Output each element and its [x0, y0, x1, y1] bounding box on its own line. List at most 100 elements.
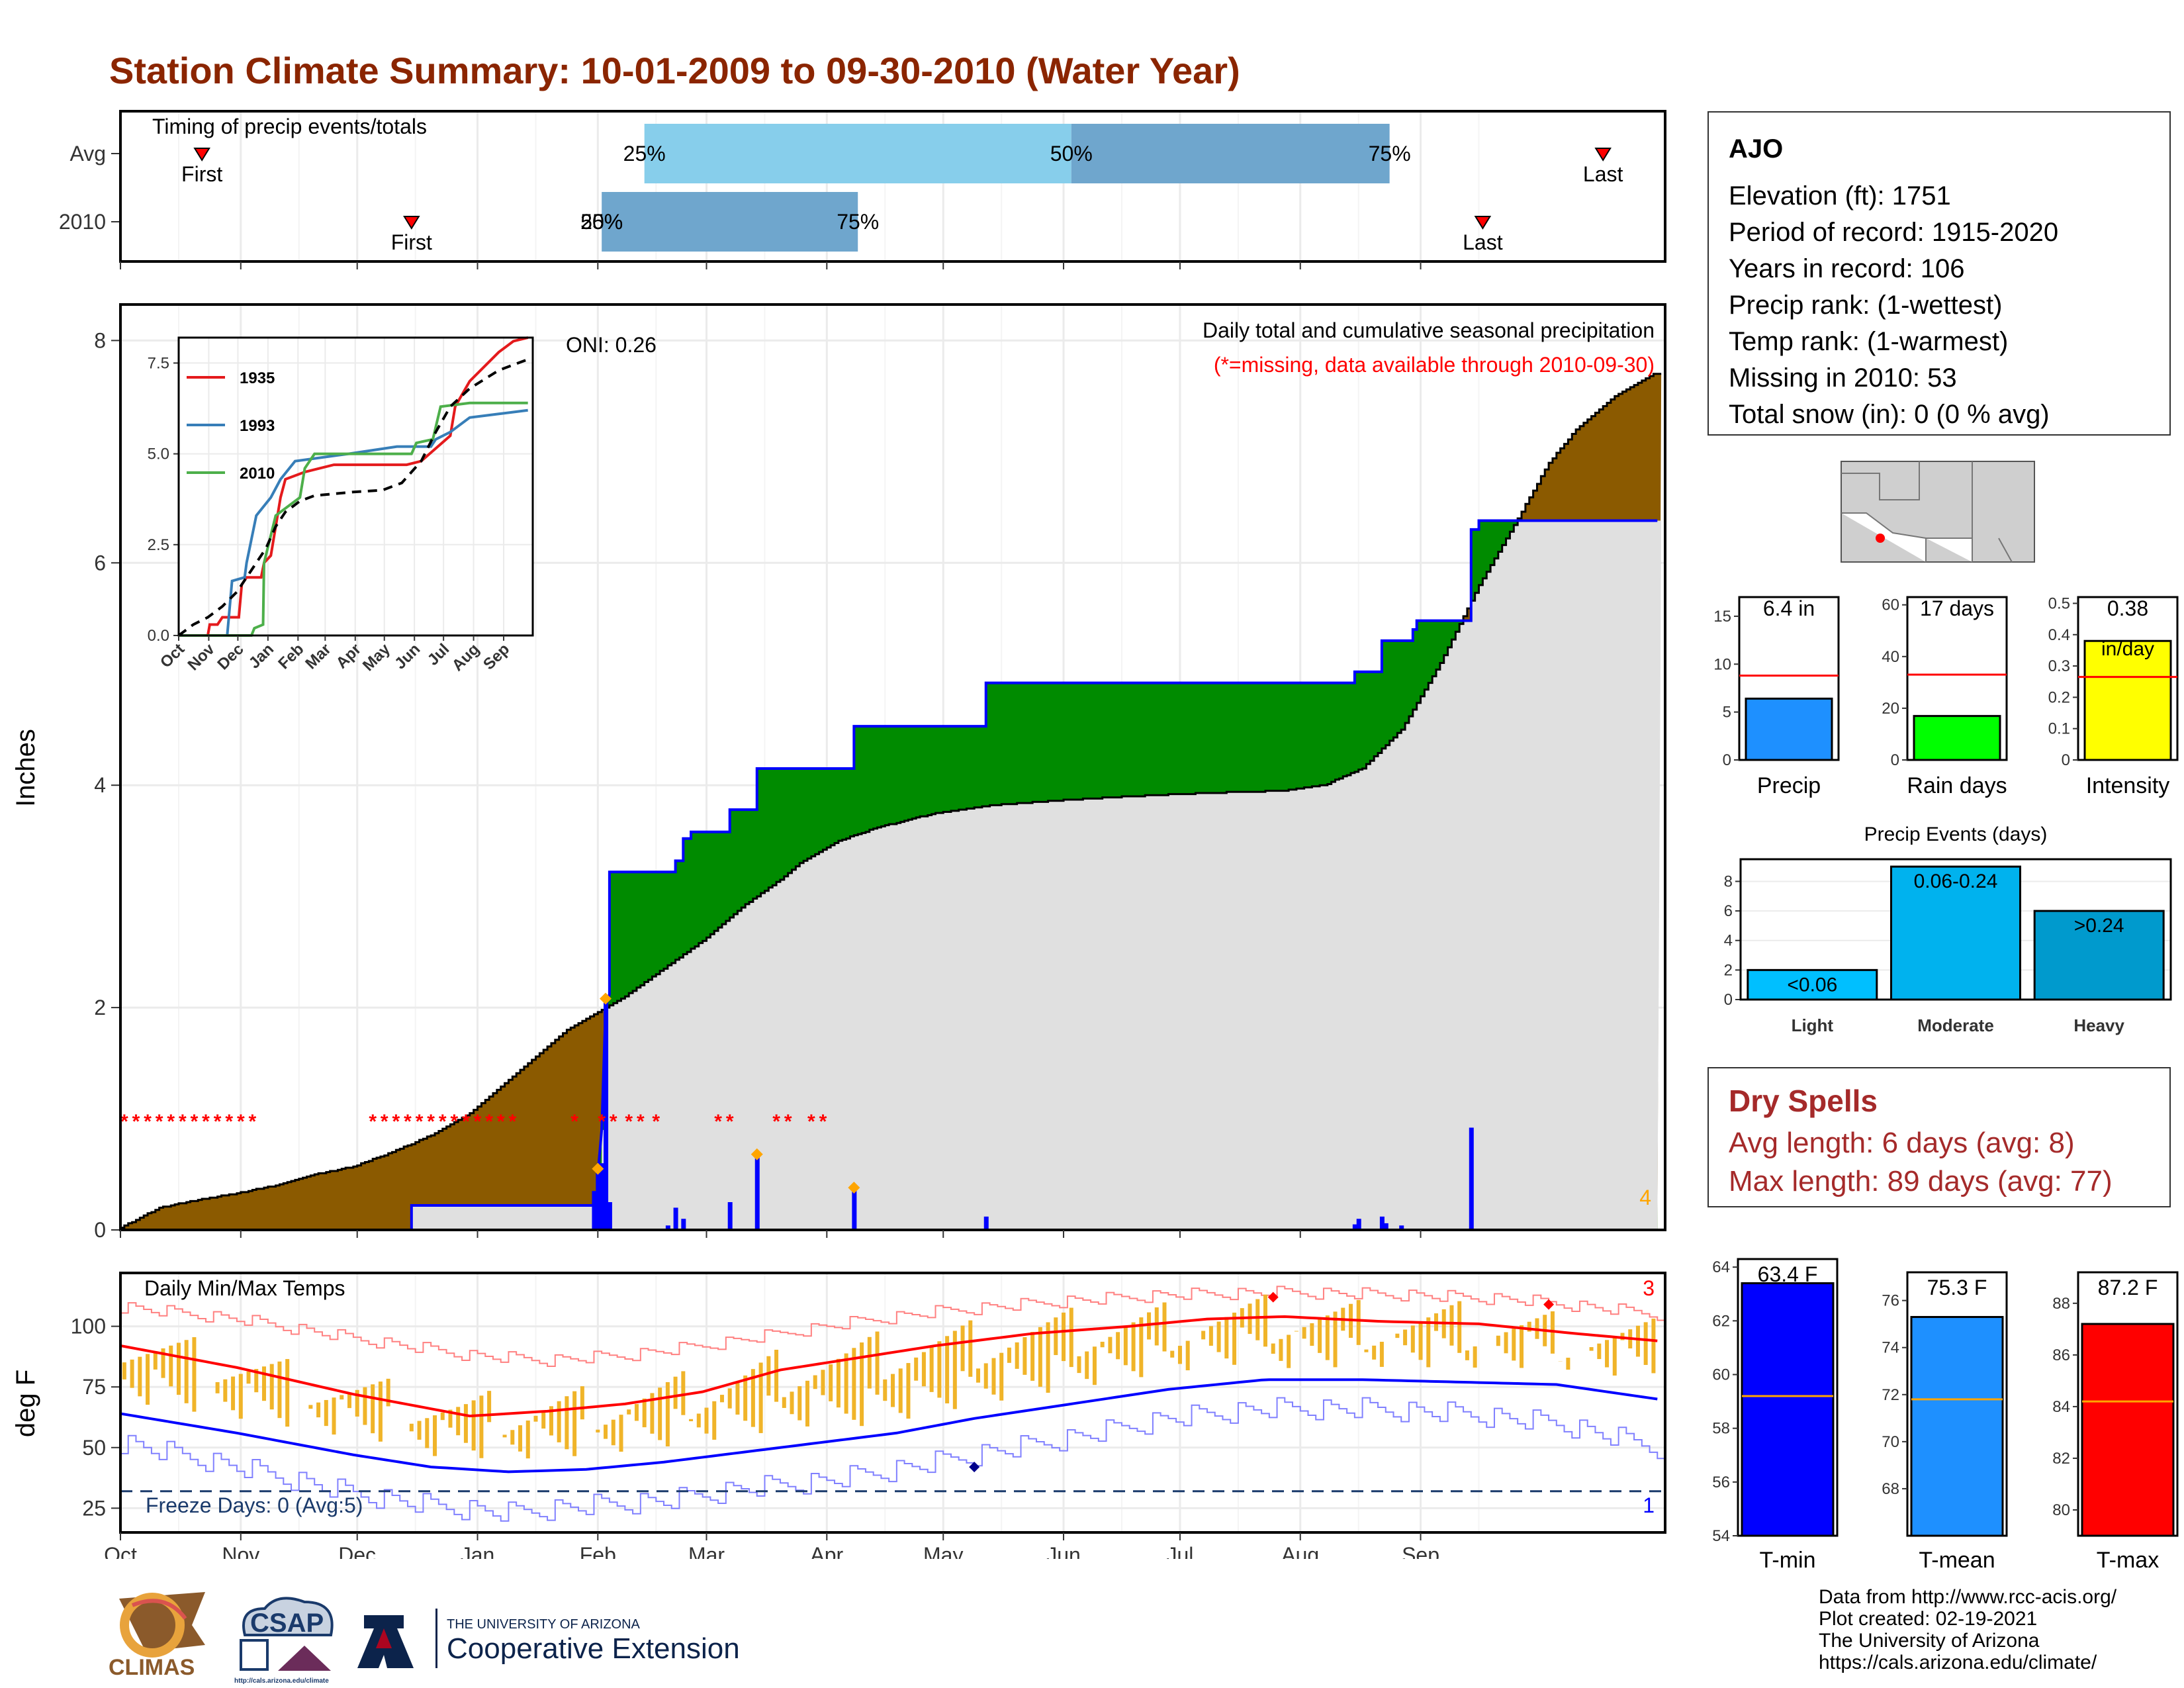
daily-temp-bar: [417, 1421, 422, 1440]
page-title: Station Climate Summary: 10-01-2009 to 0…: [109, 50, 1240, 91]
daily-precip-bar: [1379, 1216, 1385, 1230]
summary-bar: [1745, 697, 1833, 761]
missing-marker: *: [132, 1111, 140, 1133]
daily-temp-bar: [1263, 1294, 1267, 1347]
climas-logo: CLIMAS: [109, 1592, 205, 1680]
daily-temp-bar: [1015, 1342, 1019, 1369]
avg-min-line: [120, 1378, 1658, 1474]
daily-temp-bar: [463, 1404, 468, 1443]
temp-summary-y-tick-label: 84: [2052, 1398, 2070, 1416]
daily-temp-bar: [510, 1430, 515, 1445]
daily-temp-bar: [1605, 1340, 1610, 1368]
month-label: Jul: [1167, 1543, 1194, 1559]
station-line: Years in record: 106: [1729, 254, 1965, 283]
credit-source: Data from http://www.rcc-acis.org/: [1819, 1586, 2117, 1608]
missing-marker: *: [598, 1111, 606, 1133]
daily-temp-bar: [743, 1375, 748, 1421]
missing-marker: *: [249, 1111, 257, 1133]
daily-temp-bar: [1216, 1321, 1221, 1352]
temp-summary-y-tick-label: 72: [1882, 1386, 1899, 1404]
missing-marker: *: [784, 1111, 792, 1133]
timing-quartile-bar: [1071, 124, 1390, 183]
missing-marker: *: [610, 1111, 617, 1133]
timing-marker-label: First: [391, 230, 432, 254]
daily-temp-bar: [1364, 1349, 1369, 1352]
daily-precip-bar: [596, 1168, 601, 1230]
timing-q50-label: 50%: [580, 210, 623, 234]
daily-temp-bar: [751, 1369, 755, 1427]
daily-temp-bar: [619, 1415, 623, 1452]
daily-temp-bar: [1457, 1301, 1462, 1353]
events-bar-label: <0.06: [1787, 974, 1837, 996]
temp-extreme-marker: [1543, 1299, 1555, 1310]
temp-extreme-marker: [1267, 1291, 1279, 1303]
month-label: Aug: [1281, 1543, 1319, 1559]
summary-unit-label: in/day: [2101, 638, 2154, 660]
temp-summary-y-tick-label: 82: [2052, 1450, 2070, 1468]
dry-spells-box: Dry Spells Avg length: 6 days (avg: 8) M…: [1707, 1067, 2171, 1207]
daily-temp-bar: [689, 1419, 694, 1422]
credit-org: The University of Arizona: [1819, 1630, 2040, 1652]
credit-url: https://cals.arizona.edu/climate/: [1819, 1652, 2097, 1673]
daily-temp-bar: [565, 1396, 569, 1450]
daily-temp-bar: [1062, 1312, 1066, 1362]
daily-temp-bar: [1379, 1341, 1384, 1367]
daily-precip-bar: [852, 1188, 857, 1230]
missing-marker: *: [570, 1111, 578, 1133]
daily-precip-bar: [673, 1207, 678, 1230]
cooperative-extension: Cooperative Extension: [447, 1632, 740, 1665]
summary-y-tick-label: 0.2: [2048, 688, 2070, 706]
daily-precip-bar: [1399, 1225, 1404, 1230]
daily-temp-bar: [1589, 1347, 1594, 1351]
summary-value-label: 6.4 in: [1763, 596, 1815, 620]
daily-temp-bar: [1310, 1323, 1314, 1346]
daily-temp-bar: [184, 1340, 189, 1403]
summary-y-tick-label: 20: [1882, 700, 1899, 718]
missing-marker: *: [625, 1111, 633, 1133]
missing-marker: *: [485, 1111, 493, 1133]
daily-temp-bar: [525, 1420, 530, 1459]
daily-temp-bar: [580, 1386, 584, 1420]
timing-title: Timing of precip events/totals: [152, 115, 427, 138]
university-logo: THE UNIVERSITY OF ARIZONA Cooperative Ex…: [357, 1609, 740, 1668]
events-y-tick-label: 2: [1724, 961, 1733, 979]
inset-series-line: [179, 336, 529, 637]
timing-row-label: 2010: [59, 210, 106, 234]
timing-row-label: Avg: [69, 142, 106, 165]
events-y-tick-label: 4: [1724, 932, 1733, 950]
missing-marker: *: [156, 1111, 163, 1133]
daily-temp-bar: [161, 1348, 165, 1378]
temp-summary-name-label: T-max: [2097, 1548, 2159, 1573]
events-bar: [2033, 910, 2165, 1001]
climas-text: CLIMAS: [109, 1655, 195, 1680]
daily-temp-bar: [409, 1423, 414, 1432]
daily-temp-bar: [1085, 1351, 1089, 1380]
daily-temp-bar: [999, 1352, 1004, 1401]
daily-temp-bar: [1496, 1335, 1500, 1346]
daily-temp-bar: [1372, 1345, 1377, 1360]
daily-temp-bar: [797, 1386, 802, 1421]
timing-q75-label: 75%: [1369, 142, 1411, 165]
daily-temp-bar: [898, 1368, 903, 1413]
daily-temp-bar: [1177, 1346, 1182, 1364]
daily-temp-bar: [549, 1406, 553, 1436]
daily-temp-bar: [1651, 1318, 1656, 1374]
daily-precip-bar: [1469, 1127, 1474, 1230]
daily-temp-bar: [269, 1364, 274, 1410]
timing-q50-label: 50%: [1050, 142, 1093, 165]
missing-marker: *: [637, 1111, 645, 1133]
daily-temp-bar: [572, 1391, 577, 1456]
daily-temp-bar: [665, 1382, 670, 1446]
missing-marker: *: [508, 1111, 516, 1133]
csap-text: CSAP: [250, 1609, 324, 1638]
summary-y-tick-label: 0.1: [2048, 720, 2070, 738]
daily-temp-bar: [852, 1348, 856, 1420]
daily-temp-bar: [456, 1407, 461, 1436]
daily-temp-bar: [921, 1352, 926, 1387]
summary-y-tick-label: 0.5: [2048, 594, 2070, 612]
daily-temp-bar: [642, 1398, 647, 1428]
inset-average-line: [177, 358, 529, 637]
daily-temp-bar: [169, 1345, 173, 1387]
daily-temp-bar: [673, 1376, 678, 1409]
daily-temp-bar: [1023, 1336, 1027, 1375]
